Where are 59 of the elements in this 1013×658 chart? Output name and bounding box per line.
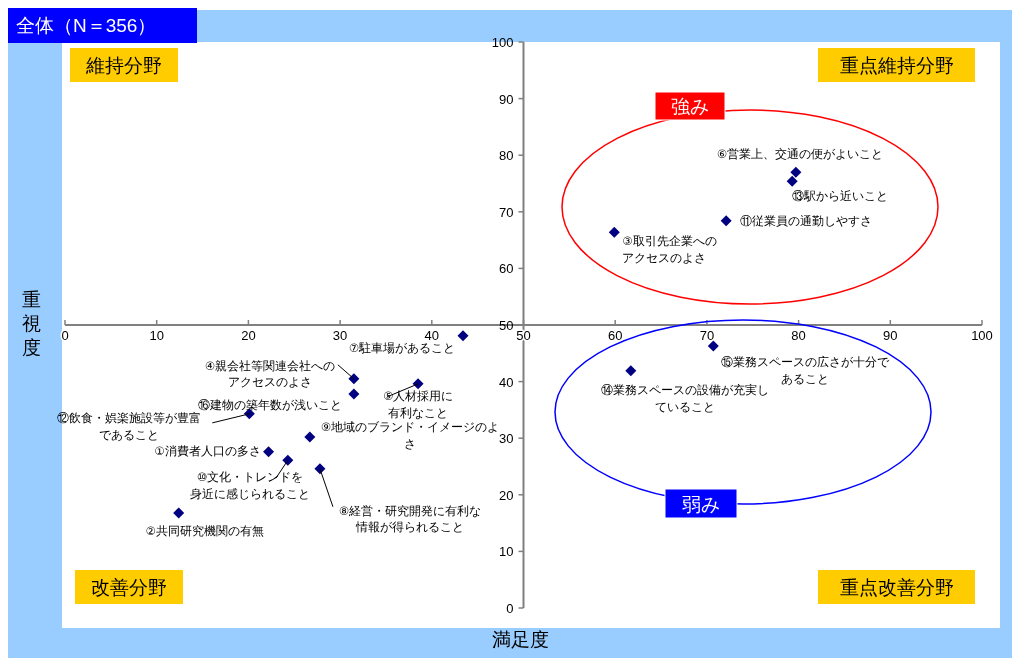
point — [790, 166, 802, 178]
annotation: ⑤人材採用に有利なこと — [382, 389, 454, 420]
y-tick-label: 90 — [499, 91, 514, 107]
point — [348, 373, 360, 385]
annotation: ⑫飲食・娯楽施設等が豊富であること — [57, 410, 202, 442]
x-tick-label: 40 — [424, 328, 440, 343]
x-tick-label: 90 — [883, 328, 898, 343]
point — [457, 330, 469, 342]
y-tick-label: 100 — [491, 35, 514, 50]
x-tick-label: 70 — [699, 328, 715, 343]
annotation: ②共同研究機関の有無 — [145, 523, 264, 537]
annotation: ⑦駐車場があること — [348, 340, 455, 355]
x-tick-label: 10 — [149, 328, 164, 343]
y-axis-title: 重視度 — [21, 289, 41, 358]
annotation: ⑧経営・研究開発に有利な情報が得られること — [338, 503, 482, 534]
y-tick-label: 30 — [499, 431, 514, 447]
annotation: ⑬駅から近いこと — [792, 190, 889, 203]
annotation: 重点改善分野 — [839, 577, 954, 598]
annotation: ⑭業務スペースの設備が充実していること — [600, 382, 769, 413]
annotation: ⑥営業上、交通の便がよいこと — [716, 147, 884, 161]
annotation: 改善分野 — [91, 577, 167, 598]
annotation: ③取引先企業へのアクセスのよさ — [622, 235, 717, 264]
y-tick-label: 60 — [499, 261, 514, 277]
x-tick-label: 60 — [607, 328, 623, 343]
annotation: ①消費者人口の多さ — [154, 444, 261, 457]
chart-title: 全体（N＝356） — [16, 15, 157, 36]
point — [608, 226, 620, 238]
y-tick-label: 40 — [499, 374, 514, 390]
y-tick-label: 70 — [499, 204, 514, 220]
point — [707, 340, 719, 352]
x-tick-label: 20 — [241, 328, 256, 343]
x-tick-label: 30 — [332, 328, 348, 343]
x-axis-title: 満足度 — [491, 629, 549, 650]
annotation: ④親会社等関連会社へのアクセスのよさ — [204, 358, 336, 389]
point — [720, 215, 732, 227]
point — [786, 175, 798, 187]
x-tick-label: 50 — [516, 328, 531, 343]
annotation: ⑪従業員の通勤しやすさ — [740, 214, 873, 228]
point — [348, 388, 360, 400]
y-tick-label: 80 — [499, 148, 514, 164]
x-tick-label: 80 — [791, 328, 806, 343]
x-tick-label: 100 — [971, 328, 993, 343]
y-tick-label: 10 — [499, 544, 514, 560]
annotation: 維持分野 — [85, 55, 162, 76]
x-tick-label: 0 — [61, 328, 69, 343]
annotation: ⑯建物の築年数が浅いこと — [197, 399, 342, 412]
annotation: 弱み — [682, 493, 720, 515]
annotation: ⑨地域のブランド・イメージのよさ — [320, 420, 499, 450]
y-tick-label: 20 — [499, 487, 514, 503]
point — [625, 365, 637, 377]
point — [282, 454, 294, 466]
annotation: 重点維持分野 — [839, 55, 954, 76]
point — [304, 431, 316, 443]
annotation: ⑩文化・トレンドを身近に感じられること — [189, 470, 310, 500]
y-tick-label: 50 — [499, 318, 514, 333]
point — [263, 446, 275, 458]
y-tick-label: 0 — [506, 601, 514, 616]
point — [173, 507, 185, 519]
annotation: 強み — [671, 96, 709, 117]
